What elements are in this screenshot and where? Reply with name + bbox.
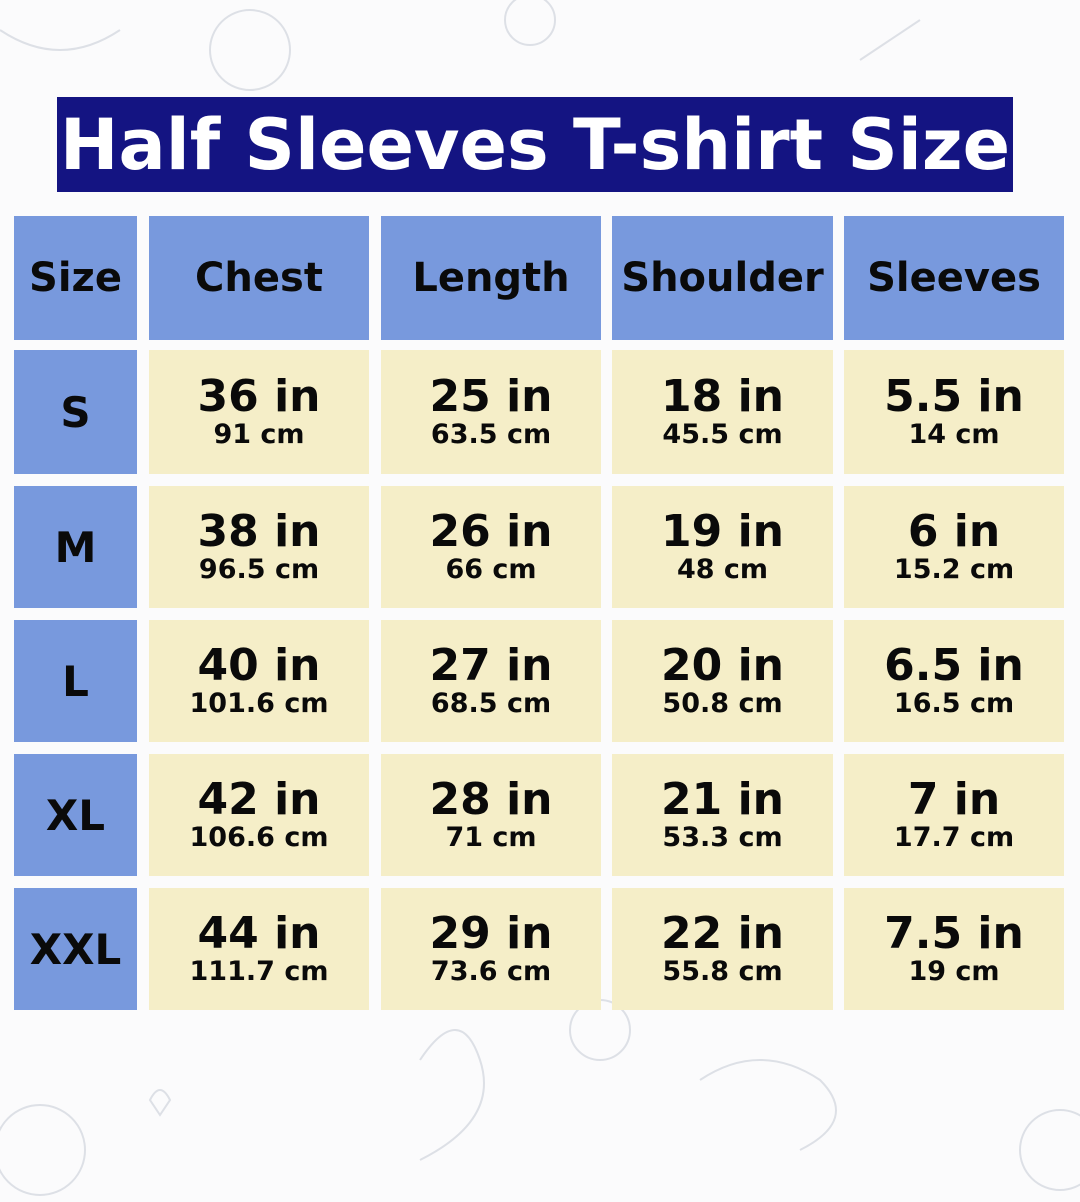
column-header: Length xyxy=(381,216,601,340)
cm-value: 16.5 cm xyxy=(893,688,1015,719)
inches-value: 7 in xyxy=(907,774,1001,825)
measurement-cell: 27 in 68.5 cm xyxy=(381,620,601,742)
cm-value: 53.3 cm xyxy=(662,822,783,853)
column-header: Chest xyxy=(149,216,369,340)
measurement-cell: 44 in 111.7 cm xyxy=(149,888,369,1010)
cm-value: 63.5 cm xyxy=(430,419,552,450)
inches-value: 38 in xyxy=(197,506,321,557)
inches-value: 27 in xyxy=(429,640,553,691)
measurement-cell: 28 in 71 cm xyxy=(381,754,601,876)
inches-value: 19 in xyxy=(661,506,784,557)
measurement-cell: 7.5 in 19 cm xyxy=(844,888,1064,1010)
inches-value: 22 in xyxy=(661,908,784,959)
inches-value: 7.5 in xyxy=(884,908,1024,959)
size-label: L xyxy=(14,620,137,742)
cm-value: 19 cm xyxy=(908,956,1000,987)
cm-value: 45.5 cm xyxy=(662,419,783,450)
measurement-cell: 21 in 53.3 cm xyxy=(612,754,833,876)
inches-value: 25 in xyxy=(429,371,553,422)
size-label: XL xyxy=(14,754,137,876)
cm-value: 50.8 cm xyxy=(662,688,783,719)
cm-value: 73.6 cm xyxy=(430,956,552,987)
column-header: Shoulder xyxy=(612,216,833,340)
cm-value: 48 cm xyxy=(676,554,769,585)
inches-value: 28 in xyxy=(429,774,553,825)
measurement-cell: 6 in 15.2 cm xyxy=(844,486,1064,608)
cm-value: 15.2 cm xyxy=(893,554,1015,585)
cm-value: 96.5 cm xyxy=(198,554,320,585)
inches-value: 6.5 in xyxy=(884,640,1024,691)
inches-value: 6 in xyxy=(907,506,1001,557)
inches-value: 29 in xyxy=(429,908,553,959)
measurement-cell: 20 in 50.8 cm xyxy=(612,620,833,742)
inches-value: 5.5 in xyxy=(884,371,1024,422)
measurement-cell: 5.5 in 14 cm xyxy=(844,350,1064,474)
size-label: XXL xyxy=(14,888,137,1010)
size-label: M xyxy=(14,486,137,608)
inches-value: 18 in xyxy=(661,371,784,422)
inches-value: 20 in xyxy=(661,640,784,691)
measurement-cell: 42 in 106.6 cm xyxy=(149,754,369,876)
measurement-cell: 38 in 96.5 cm xyxy=(149,486,369,608)
inches-value: 36 in xyxy=(197,371,321,422)
measurement-cell: 19 in 48 cm xyxy=(612,486,833,608)
cm-value: 71 cm xyxy=(445,822,537,853)
cm-value: 111.7 cm xyxy=(189,956,329,987)
inches-value: 26 in xyxy=(429,506,553,557)
column-header: Sleeves xyxy=(844,216,1064,340)
inches-value: 44 in xyxy=(197,908,321,959)
cm-value: 66 cm xyxy=(445,554,537,585)
cm-value: 91 cm xyxy=(213,419,305,450)
cm-value: 106.6 cm xyxy=(189,822,329,853)
cm-value: 14 cm xyxy=(908,419,1000,450)
inches-value: 42 in xyxy=(197,774,321,825)
size-label: S xyxy=(14,350,137,474)
measurement-cell: 29 in 73.6 cm xyxy=(381,888,601,1010)
measurement-cell: 6.5 in 16.5 cm xyxy=(844,620,1064,742)
measurement-cell: 7 in 17.7 cm xyxy=(844,754,1064,876)
cm-value: 17.7 cm xyxy=(893,822,1015,853)
inches-value: 21 in xyxy=(661,774,784,825)
measurement-cell: 36 in 91 cm xyxy=(149,350,369,474)
page-title: Half Sleeves T-shirt Size xyxy=(57,97,1013,192)
column-header: Size xyxy=(14,216,137,340)
inches-value: 40 in xyxy=(197,640,321,691)
cm-value: 55.8 cm xyxy=(662,956,783,987)
measurement-cell: 18 in 45.5 cm xyxy=(612,350,833,474)
measurement-cell: 26 in 66 cm xyxy=(381,486,601,608)
cm-value: 68.5 cm xyxy=(430,688,552,719)
measurement-cell: 25 in 63.5 cm xyxy=(381,350,601,474)
cm-value: 101.6 cm xyxy=(189,688,329,719)
measurement-cell: 40 in 101.6 cm xyxy=(149,620,369,742)
measurement-cell: 22 in 55.8 cm xyxy=(612,888,833,1010)
